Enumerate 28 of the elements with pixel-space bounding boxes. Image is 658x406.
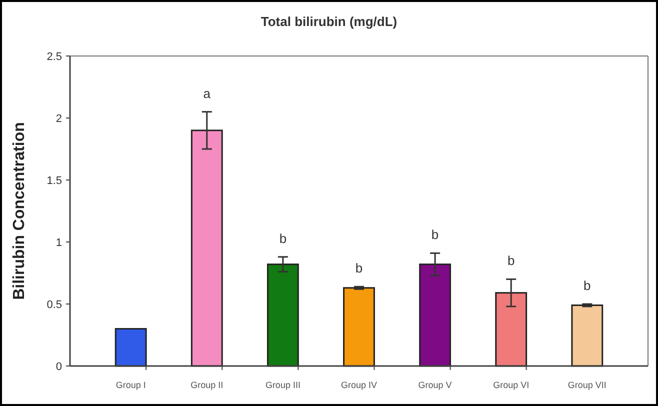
annotation: b — [507, 253, 515, 268]
y-tick-label: 0.5 — [46, 298, 62, 311]
x-tick-label: Group VI — [493, 380, 530, 390]
bar — [343, 287, 375, 367]
x-tick-label: Group V — [418, 380, 452, 390]
annotation: a — [203, 86, 212, 101]
bar — [571, 304, 604, 367]
x-tick-label: Group VII — [568, 380, 606, 390]
x-tick-label: Group IV — [340, 380, 378, 390]
annotation: b — [584, 278, 591, 293]
y-tick-label: 1 — [56, 236, 62, 249]
x-tick-label: Group III — [265, 380, 300, 390]
annotation: b — [279, 230, 287, 246]
y-tick-label: 2.5 — [46, 50, 62, 63]
y-tick-label: 1.5 — [46, 174, 62, 187]
x-tick-label: Group II — [190, 380, 224, 390]
x-tick-label: Group I — [116, 380, 146, 390]
bar — [266, 264, 299, 367]
y-axis-title: Bilirubin Concentration — [11, 122, 28, 300]
annotation: b — [355, 260, 363, 276]
bar — [495, 292, 528, 367]
bar — [114, 328, 147, 367]
annotation: b — [431, 227, 439, 242]
y-tick-label: 2 — [56, 112, 62, 125]
y-tick-label: 0 — [56, 360, 62, 373]
chart-title: Total bilirubin (mg/dL) — [260, 14, 398, 29]
bar — [419, 264, 452, 367]
bar — [190, 130, 223, 367]
